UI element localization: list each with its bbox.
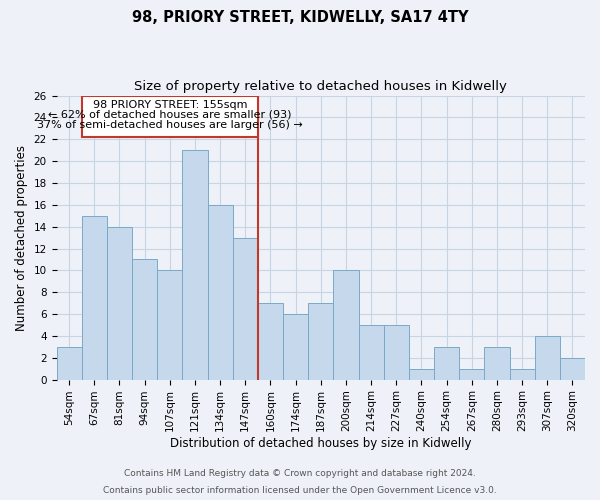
Bar [560,358,585,380]
Text: Contains public sector information licensed under the Open Government Licence v3: Contains public sector information licen… [103,486,497,495]
Bar [383,325,409,380]
Bar [208,205,233,380]
Bar [182,150,208,380]
Bar [359,325,383,380]
Bar [233,238,258,380]
Bar [132,260,157,380]
Bar [157,270,182,380]
Bar [308,303,334,380]
Bar [509,368,535,380]
Text: 98, PRIORY STREET, KIDWELLY, SA17 4TY: 98, PRIORY STREET, KIDWELLY, SA17 4TY [132,10,468,25]
Bar [459,368,484,380]
Title: Size of property relative to detached houses in Kidwelly: Size of property relative to detached ho… [134,80,507,93]
Bar [82,96,258,137]
Bar [82,216,107,380]
Text: ← 62% of detached houses are smaller (93): ← 62% of detached houses are smaller (93… [48,110,292,120]
Bar [258,303,283,380]
Bar [409,368,434,380]
Bar [56,347,82,380]
Text: 98 PRIORY STREET: 155sqm: 98 PRIORY STREET: 155sqm [92,100,247,110]
Bar [334,270,359,380]
Y-axis label: Number of detached properties: Number of detached properties [15,144,28,330]
X-axis label: Distribution of detached houses by size in Kidwelly: Distribution of detached houses by size … [170,437,472,450]
Bar [283,314,308,380]
Text: 37% of semi-detached houses are larger (56) →: 37% of semi-detached houses are larger (… [37,120,302,130]
Bar [484,347,509,380]
Bar [434,347,459,380]
Bar [107,226,132,380]
Text: Contains HM Land Registry data © Crown copyright and database right 2024.: Contains HM Land Registry data © Crown c… [124,468,476,477]
Bar [535,336,560,380]
